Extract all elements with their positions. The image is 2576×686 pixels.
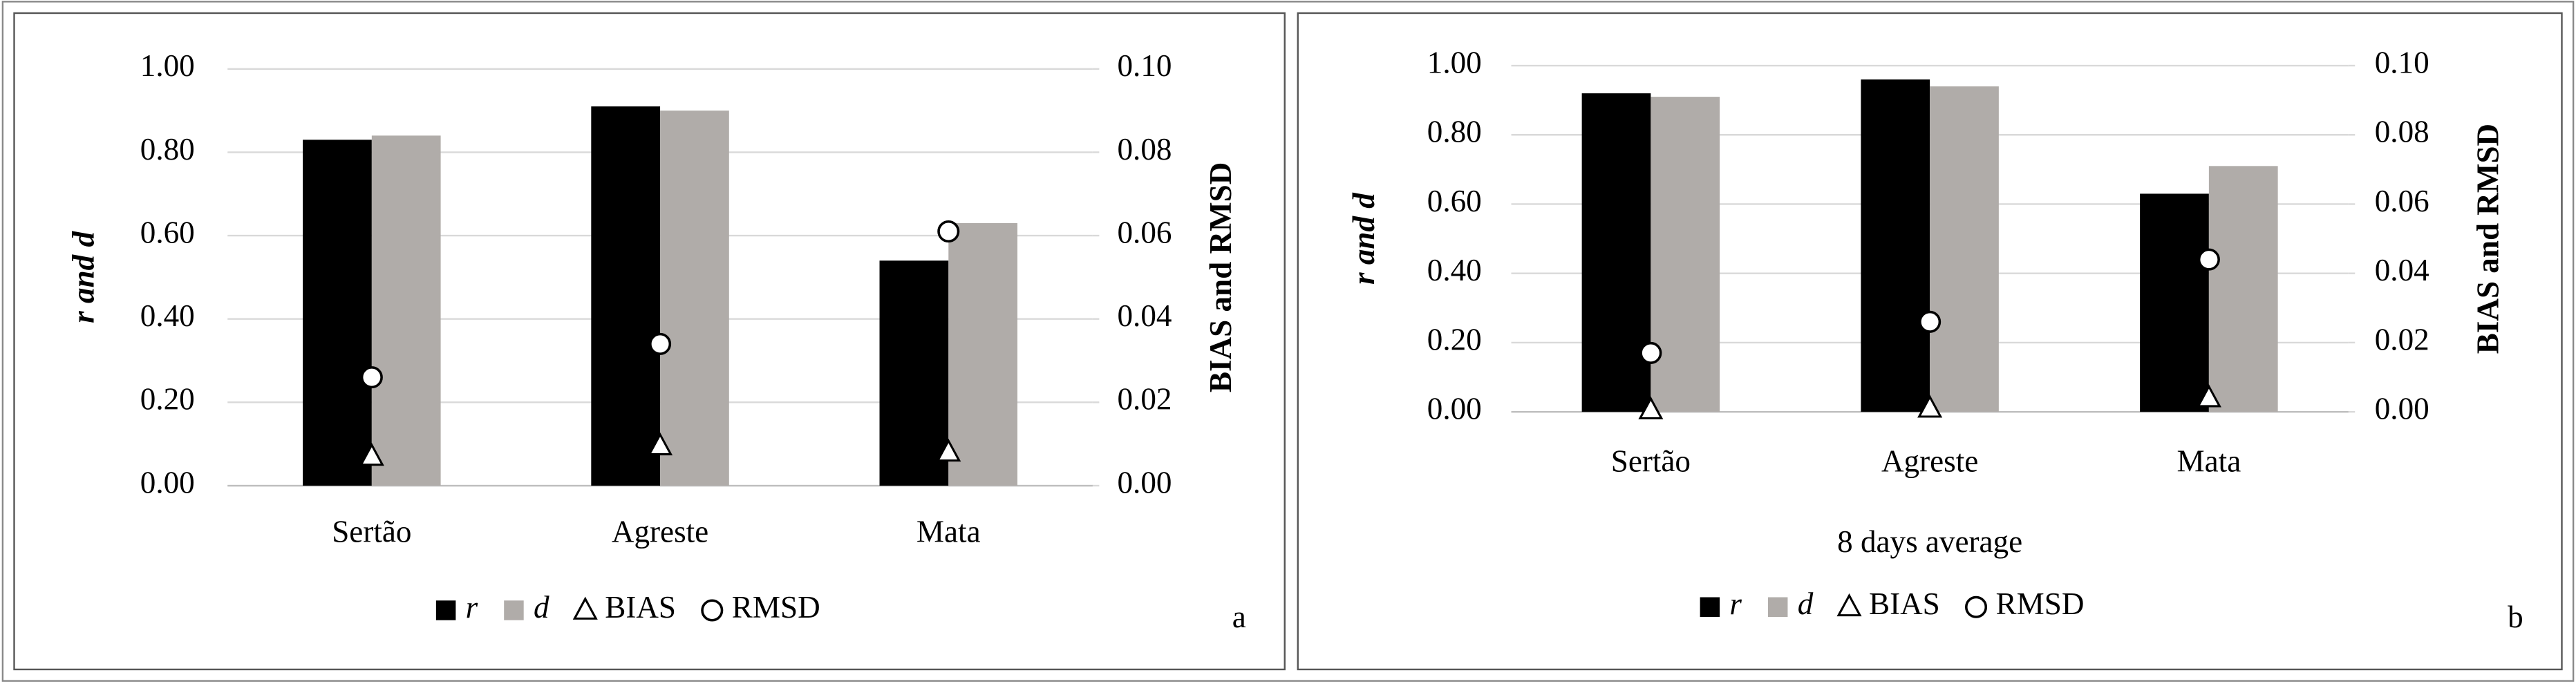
y-tick-label: 0.60 <box>140 215 195 249</box>
legend-swatch <box>572 596 598 620</box>
legend-label: d <box>1798 587 1814 621</box>
bias-marker <box>2196 384 2221 408</box>
y-tick-label: 0.40 <box>1427 253 1482 287</box>
bias-marker <box>936 438 961 462</box>
x-tick-label: Mata <box>916 515 981 549</box>
x-axis-title: 8 days average <box>1837 524 2022 559</box>
y2-tick-label: 0.06 <box>2375 184 2429 218</box>
y2-axis-title: BIAS and RMSD <box>2471 124 2506 354</box>
y-tick-label: 0.40 <box>140 298 195 333</box>
y-tick-label: 1.00 <box>1427 45 1482 79</box>
y-tick-label: 0.80 <box>1427 115 1482 149</box>
legend-swatch <box>504 600 524 620</box>
y-tick-label: 0.00 <box>1427 391 1482 426</box>
y2-axis-title: BIAS and RMSD <box>1203 162 1238 392</box>
panel-frame <box>1297 12 2563 671</box>
legend-swatch <box>1767 597 1788 617</box>
y-tick-label: 0.80 <box>140 132 195 166</box>
rmsd-marker <box>937 220 960 243</box>
y-tick-label: 0.00 <box>140 465 195 499</box>
bar <box>303 140 372 486</box>
y2-tick-label: 0.10 <box>1118 48 1172 83</box>
x-tick-label: Agreste <box>612 515 708 549</box>
legend-swatch <box>701 599 724 622</box>
y-tick-label: 1.00 <box>140 48 195 83</box>
bar <box>1651 97 1720 412</box>
y2-tick-label: 0.04 <box>2375 253 2429 287</box>
bar <box>1861 79 1930 412</box>
bar <box>1930 86 1999 412</box>
rmsd-marker <box>1919 310 1942 333</box>
y2-tick-label: 0.00 <box>2375 391 2429 426</box>
y2-tick-label: 0.08 <box>1118 132 1172 166</box>
rmsd-marker <box>2197 248 2220 271</box>
panel-label: a <box>1232 600 1246 634</box>
legend-swatch <box>435 600 456 620</box>
panel-label: b <box>2508 600 2523 634</box>
rmsd-marker <box>360 366 383 389</box>
legend-label: d <box>534 590 549 625</box>
bias-marker <box>1917 394 1943 418</box>
y2-tick-label: 0.10 <box>2375 45 2429 79</box>
y2-tick-label: 0.00 <box>1118 465 1172 499</box>
y-axis-title: r and d <box>66 231 100 323</box>
y-tick-label: 0.60 <box>1427 184 1482 218</box>
y2-tick-label: 0.02 <box>1118 382 1172 417</box>
legend-swatch <box>1836 593 1862 617</box>
x-tick-label: Mata <box>2177 444 2241 478</box>
bar <box>2208 166 2278 412</box>
bar <box>2140 193 2209 412</box>
x-tick-label: Agreste <box>1881 444 1978 478</box>
y2-tick-label: 0.06 <box>1118 215 1172 249</box>
legend-label: r <box>1729 587 1742 621</box>
legend-label: RMSD <box>732 590 820 625</box>
legend-swatch <box>1964 596 1988 618</box>
legend-swatch <box>1700 597 1720 617</box>
bias-marker <box>1638 396 1664 420</box>
bar <box>948 222 1018 486</box>
legend-label: r <box>466 590 478 625</box>
y2-tick-label: 0.04 <box>1118 298 1172 333</box>
x-tick-label: Sertão <box>1611 444 1691 478</box>
y2-tick-label: 0.08 <box>2375 115 2429 149</box>
bar <box>371 135 441 486</box>
bar <box>879 260 949 486</box>
legend-label: BIAS <box>605 590 676 625</box>
y-tick-label: 0.20 <box>1427 322 1482 356</box>
bar <box>591 106 661 486</box>
bias-marker <box>359 442 384 466</box>
legend-label: RMSD <box>1996 587 2085 621</box>
bar <box>660 111 729 486</box>
y2-tick-label: 0.02 <box>2375 322 2429 356</box>
legend-label: BIAS <box>1869 587 1940 621</box>
y-tick-label: 0.20 <box>140 382 195 417</box>
panel-frame <box>13 12 1286 671</box>
x-tick-label: Sertão <box>332 515 411 549</box>
y-axis-title: r and d <box>1346 192 1381 285</box>
bar <box>1581 93 1651 412</box>
bias-marker <box>648 432 673 456</box>
rmsd-marker <box>649 332 672 355</box>
rmsd-marker <box>1639 341 1662 364</box>
